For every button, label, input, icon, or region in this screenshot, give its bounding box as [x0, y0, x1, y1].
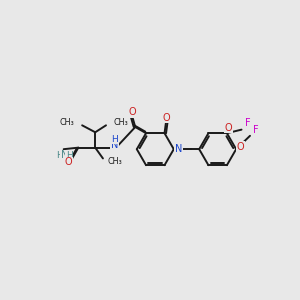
- Text: O: O: [162, 113, 170, 123]
- Text: N: N: [61, 150, 68, 160]
- Text: O: O: [225, 123, 232, 133]
- Text: O: O: [237, 142, 244, 152]
- Text: H: H: [66, 151, 72, 160]
- Text: H: H: [111, 135, 118, 144]
- Text: CH₃: CH₃: [108, 157, 122, 166]
- Text: H: H: [56, 151, 63, 160]
- Text: F: F: [245, 118, 250, 128]
- Text: CH₃: CH₃: [60, 118, 74, 127]
- Text: N: N: [111, 140, 118, 150]
- Text: N: N: [175, 144, 182, 154]
- Text: CH₃: CH₃: [114, 118, 128, 127]
- Text: O: O: [64, 157, 72, 167]
- Text: F: F: [253, 124, 258, 135]
- Text: O: O: [128, 107, 136, 117]
